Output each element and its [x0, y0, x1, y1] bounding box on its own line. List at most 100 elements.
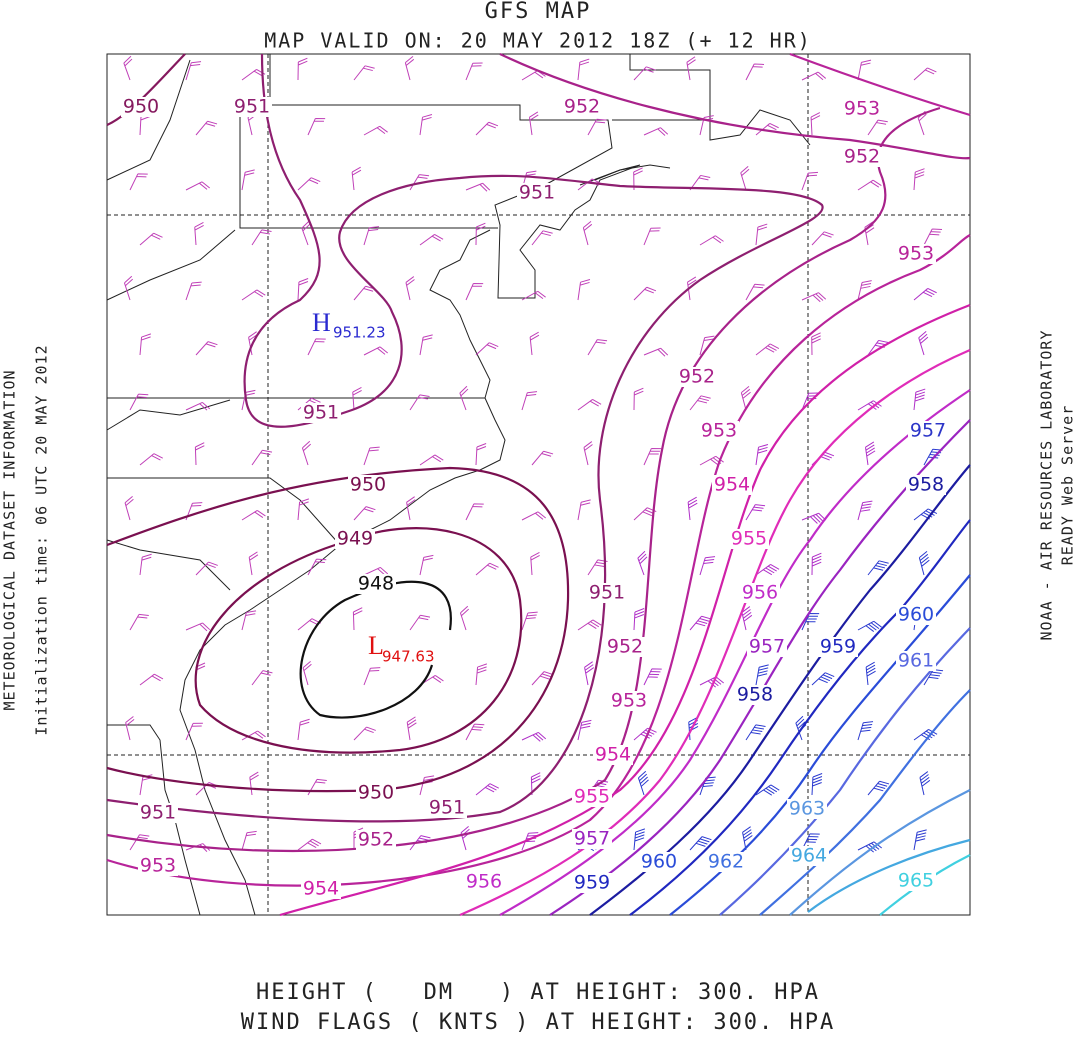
wind-barb: [302, 661, 317, 685]
init-time: Initialization time: 06 UTC 20 MAY 2012: [33, 344, 51, 735]
contour-label: 951: [234, 96, 270, 118]
wind-barb: [140, 231, 163, 252]
wind-barb: [588, 336, 607, 359]
contour-label: 952: [844, 146, 880, 168]
wind-barb: [140, 451, 163, 472]
wind-barb: [522, 609, 538, 633]
contour-label: 959: [574, 872, 610, 894]
wind-barb: [130, 831, 149, 854]
wind-barb: [186, 180, 210, 198]
pressure-symbol: H: [312, 308, 331, 337]
wind-barb: [756, 443, 768, 466]
wind-barb: [364, 345, 388, 363]
wind-barb: [476, 223, 485, 245]
wind-barb: [530, 552, 541, 575]
contour-label: 957: [910, 420, 946, 442]
wind-barb: [252, 447, 272, 470]
contour-label: 953: [701, 420, 737, 442]
wind-barb: [812, 333, 821, 355]
wind-barb: [196, 780, 218, 802]
contour-label: 965: [898, 870, 934, 892]
wind-barb: [919, 772, 933, 795]
wind-barb: [186, 621, 210, 638]
wind-barb: [522, 510, 546, 528]
wind-barb: [634, 284, 656, 306]
wind-barb: [802, 512, 826, 529]
wind-barb: [700, 234, 723, 253]
contour-label: 949: [337, 528, 373, 550]
wind-barb: [410, 392, 430, 415]
contour-label: 960: [898, 604, 934, 626]
wind-barb: [914, 388, 925, 411]
contour-label: 957: [749, 636, 785, 658]
wind-barb: [476, 663, 487, 686]
pressure-value: 947.63: [382, 648, 435, 666]
wind-barb: [802, 70, 826, 88]
wind-barb: [690, 393, 711, 416]
wind-barb: [466, 280, 483, 304]
wind-barb: [868, 117, 888, 140]
wind-barb: [812, 553, 821, 575]
contour-label: 954: [595, 744, 631, 766]
wind-barb: [298, 58, 307, 80]
wind-barb: [242, 288, 265, 308]
wind-barb: [746, 60, 764, 84]
wind-barb: [583, 442, 597, 465]
footer-line: HEIGHT ( DM ) AT HEIGHT: 300. HPA: [256, 980, 820, 1005]
wind-barb: [353, 608, 363, 630]
wind-barb: [802, 291, 826, 308]
wind-barb: [130, 611, 149, 635]
wind-barb: [644, 665, 662, 689]
wind-barb: [578, 498, 591, 521]
wind-barb: [140, 672, 163, 692]
contour-label: 954: [714, 474, 750, 496]
wind-barb: [459, 606, 474, 630]
wind-barb: [644, 126, 668, 143]
wind-barb: [196, 559, 218, 581]
wind-barb: [354, 724, 376, 746]
wind-barb: [364, 444, 380, 468]
wind-barb: [194, 222, 205, 245]
contour-label: 964: [791, 845, 827, 867]
low-center: L 947.63: [368, 631, 435, 666]
wind-barb: [634, 726, 657, 747]
contour-label: 951: [519, 182, 555, 204]
wind-barb: [578, 278, 590, 301]
wind-barb: [578, 618, 601, 638]
wind-barb: [196, 118, 217, 141]
contour-label: 961: [898, 650, 934, 672]
wind-barb: [700, 114, 714, 137]
wind-barb: [407, 717, 419, 740]
wind-barb: [298, 498, 309, 521]
wind-barb: [466, 500, 484, 524]
wind-barb: [476, 561, 499, 582]
wind-barb: [914, 168, 925, 191]
wind-barb: [308, 115, 325, 139]
contour-label: 955: [731, 528, 767, 550]
wind-barb: [914, 286, 937, 307]
wind-barb: [466, 182, 490, 199]
wind-barb: [858, 178, 881, 198]
wind-barb: [242, 829, 257, 853]
wind-barb: [865, 442, 877, 465]
wind-barb: [686, 57, 699, 80]
wind-barb: [812, 773, 822, 795]
wind-barb: [688, 497, 699, 520]
contour-label: 951: [429, 797, 465, 819]
agency-label: NOAA - AIR RESOURCES LABORATORY: [1038, 330, 1056, 641]
wind-barb: [308, 776, 327, 800]
contour-label: 958: [737, 684, 773, 706]
wind-barb: [690, 613, 711, 636]
wind-barb: [242, 609, 256, 633]
wind-barb: [746, 501, 765, 524]
wind-barb: [301, 441, 316, 465]
contour-label: 959: [820, 636, 856, 658]
wind-barb: [124, 496, 139, 520]
wind-barb: [186, 499, 202, 523]
contour-label: 957: [574, 828, 610, 850]
wind-barb: [195, 443, 205, 465]
wind-barb: [249, 552, 261, 575]
wind-barb: [812, 229, 834, 251]
wind-barb: [308, 335, 326, 359]
